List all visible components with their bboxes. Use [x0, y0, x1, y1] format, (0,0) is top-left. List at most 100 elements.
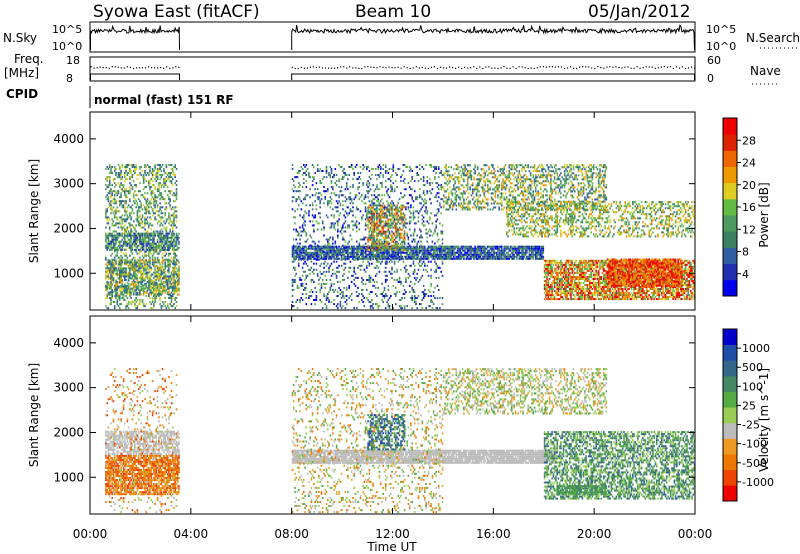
power-cell	[399, 277, 401, 279]
power-cell	[164, 292, 166, 294]
power-cell	[120, 251, 122, 253]
power-cell	[388, 299, 390, 301]
power-cell	[304, 289, 306, 291]
power-cell	[108, 220, 110, 222]
power-cell	[366, 267, 368, 269]
power-cell	[299, 299, 301, 301]
power-cell	[362, 279, 364, 281]
power-cell	[350, 295, 352, 297]
power-cell	[331, 214, 333, 216]
power-cell	[153, 292, 155, 294]
power-cell	[389, 297, 391, 299]
power-cell	[133, 272, 135, 274]
power-cell	[359, 198, 361, 200]
power-cell	[140, 272, 142, 274]
power-cell	[122, 261, 124, 263]
power-cell	[312, 291, 314, 293]
power-cell	[341, 307, 343, 309]
power-cell	[464, 250, 466, 252]
power-cell	[389, 196, 391, 198]
power-cell	[176, 198, 178, 200]
power-cell	[321, 263, 323, 265]
nave-dot	[609, 66, 610, 67]
power-cell	[122, 214, 124, 216]
power-cell	[337, 237, 339, 239]
power-cell	[178, 233, 180, 235]
power-cell	[113, 212, 115, 214]
power-cell	[374, 202, 376, 204]
power-cell	[369, 293, 371, 295]
power-cell	[132, 208, 134, 210]
power-cell	[376, 186, 378, 188]
nave-dot	[694, 68, 695, 69]
power-cell	[139, 257, 141, 259]
power-cell	[118, 192, 120, 194]
power-cell	[319, 168, 321, 170]
power-cell	[153, 284, 155, 286]
power-cell	[109, 227, 111, 229]
nave-dot	[352, 67, 353, 68]
power-cell	[388, 289, 390, 291]
power-cell	[326, 247, 328, 249]
power-cell	[355, 166, 357, 168]
power-cell	[137, 278, 139, 280]
power-cell	[144, 233, 146, 235]
power-cell	[302, 275, 304, 277]
power-cell	[302, 267, 304, 269]
power-cell	[129, 227, 131, 229]
power-cell	[117, 235, 119, 237]
nave-label: Nave	[750, 64, 781, 78]
power-cell	[377, 267, 379, 269]
power-cell	[146, 295, 148, 297]
nave-dot	[519, 66, 520, 67]
power-cell	[386, 261, 388, 263]
power-cell	[146, 206, 148, 208]
power-cell	[297, 243, 299, 245]
power-cell	[345, 216, 347, 218]
power-cell	[149, 297, 151, 299]
power-cell	[122, 188, 124, 190]
power-cell	[389, 271, 391, 273]
power-cell	[159, 299, 161, 301]
power-cell	[350, 261, 352, 263]
power-cell	[153, 286, 155, 288]
power-cell	[147, 274, 149, 276]
power-cell	[355, 285, 357, 287]
nave-dot	[172, 67, 173, 68]
power-cell	[326, 295, 328, 297]
power-cell	[129, 263, 131, 265]
nave-dot	[106, 67, 107, 68]
power-cell	[364, 305, 366, 307]
power-cell	[385, 166, 387, 168]
power-cell	[312, 194, 314, 196]
power-cell	[384, 194, 386, 196]
power-cell	[361, 265, 363, 267]
power-cell	[377, 287, 379, 289]
power-cell	[321, 182, 323, 184]
power-cell	[178, 282, 180, 284]
nave-dot	[392, 67, 393, 68]
power-cell	[154, 235, 156, 237]
power-cell	[294, 216, 296, 218]
power-cell	[459, 250, 461, 252]
power-cell	[143, 245, 145, 247]
power-cell	[355, 216, 357, 218]
power-cell	[311, 245, 313, 247]
power-cell	[313, 231, 315, 233]
nave-dot	[115, 66, 116, 67]
power-cell	[343, 222, 345, 224]
power-cell	[164, 263, 166, 265]
nave-dot	[585, 66, 586, 67]
power-cell	[294, 186, 296, 188]
power-cell	[316, 291, 318, 293]
power-cell	[122, 239, 124, 241]
power-cell	[125, 170, 127, 172]
power-cell	[174, 299, 176, 301]
power-cell	[168, 307, 170, 309]
power-cell	[151, 186, 153, 188]
power-cell	[152, 274, 154, 276]
nave-dot	[667, 67, 668, 68]
power-cell	[377, 200, 379, 202]
power-cell	[128, 172, 130, 174]
power-cell	[123, 294, 125, 296]
